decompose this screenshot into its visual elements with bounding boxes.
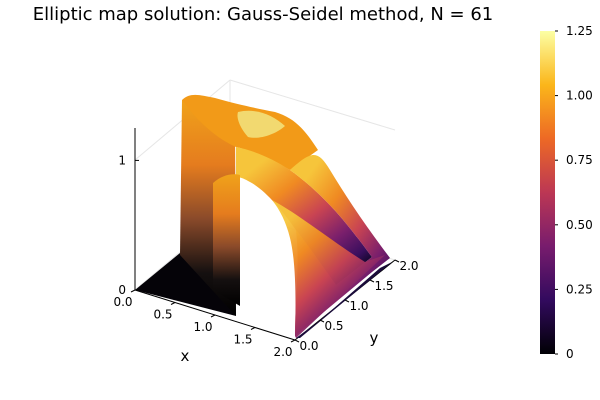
x-tick-mark [250,327,256,330]
y-tick-mark [294,339,300,343]
colorbar: 0 0.25 0.50 0.75 1.00 1.25 [540,24,593,361]
y-tick-label: 1.5 [374,279,393,293]
x-tick-label: 1.5 [233,333,252,347]
x-tick-mark [130,289,136,293]
colorbar-bar [540,31,555,354]
z-tick-label: 0 [118,283,126,297]
arch-right-face [272,200,385,338]
y-tick-label: 1.0 [349,299,368,313]
y-tick-label: 2.0 [399,259,418,273]
colorbar-ticks: 0 0.25 0.50 0.75 1.00 1.25 [555,24,593,361]
y-tick-mark [319,319,325,323]
y-ticks: 0.0 0.5 1.0 1.5 2.0 [294,259,419,353]
colorbar-tick-label: 0.75 [566,153,593,167]
floor-right [296,262,392,338]
y-tick-mark [344,299,350,303]
y-tick-label: 0.0 [299,339,318,353]
x-tick-mark [170,302,176,305]
x-tick-label: 2.0 [273,345,292,359]
z-tick-label: 1 [118,153,126,167]
x-tick-label: 1.0 [193,320,212,334]
surface [135,94,392,338]
y-tick-mark [394,259,400,263]
colorbar-tick-label: 0 [566,347,574,361]
z-ticks: 01 [118,153,139,297]
x-ticks: 0.0 0.5 1.0 1.5 2.0 [113,289,296,359]
x-axis-label: x [181,347,190,365]
colorbar-tick-label: 1.25 [566,24,593,38]
x-tick-label: 0.5 [153,308,172,322]
arch-front-pillar [213,174,240,306]
colorbar-tick-label: 0.25 [566,282,593,296]
y-tick-label: 0.5 [324,319,343,333]
x-tick-mark [290,339,296,343]
colorbar-tick-label: 1.00 [566,89,593,103]
y-axis-label: y [370,329,379,347]
y-tick-mark [369,279,375,283]
arch-crest-highlight [237,110,285,138]
chart-title: Elliptic map solution: Gauss-Seidel meth… [33,4,493,25]
x-tick-mark [210,314,216,318]
arch-opening [240,178,295,336]
colorbar-tick-label: 0.50 [566,218,593,232]
x-tick-label: 0.0 [113,295,132,309]
